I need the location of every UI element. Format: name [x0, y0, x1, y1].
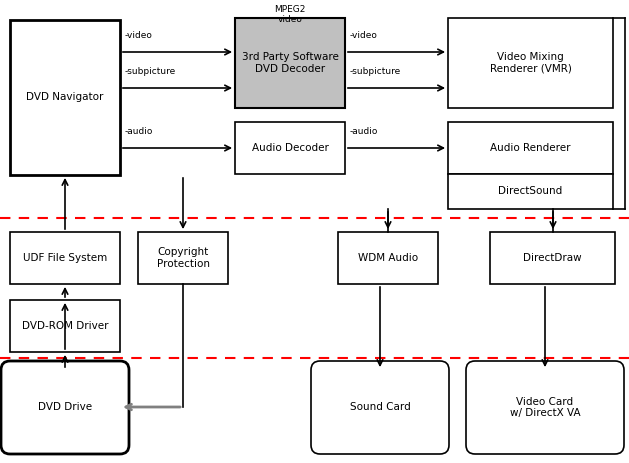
- Text: WDM Audio: WDM Audio: [358, 253, 418, 263]
- Bar: [338, 232, 438, 284]
- Bar: [235, 18, 345, 108]
- Text: -video: -video: [125, 31, 153, 40]
- Text: DVD Drive: DVD Drive: [38, 402, 92, 413]
- Text: DVD-ROM Driver: DVD-ROM Driver: [22, 321, 108, 331]
- Text: 3rd Party Software
DVD Decoder: 3rd Party Software DVD Decoder: [242, 52, 338, 74]
- FancyBboxPatch shape: [466, 361, 624, 454]
- Bar: [235, 122, 345, 174]
- Text: Video Mixing
Renderer (VMR): Video Mixing Renderer (VMR): [489, 52, 571, 74]
- Text: -video: -video: [350, 31, 378, 40]
- Text: Audio Decoder: Audio Decoder: [252, 143, 328, 153]
- Text: -audio: -audio: [125, 127, 153, 136]
- Text: -audio: -audio: [350, 127, 379, 136]
- FancyBboxPatch shape: [311, 361, 449, 454]
- Bar: [448, 18, 613, 108]
- FancyBboxPatch shape: [1, 361, 129, 454]
- Bar: [448, 122, 613, 174]
- Text: Audio Renderer: Audio Renderer: [490, 143, 571, 153]
- Bar: [448, 174, 613, 209]
- Text: DVD Navigator: DVD Navigator: [26, 93, 104, 102]
- Text: -subpicture: -subpicture: [125, 67, 176, 76]
- Text: UDF File System: UDF File System: [23, 253, 107, 263]
- Bar: [138, 232, 228, 284]
- Text: DirectSound: DirectSound: [498, 187, 562, 196]
- Bar: [10, 232, 120, 284]
- Text: Sound Card: Sound Card: [350, 402, 410, 413]
- Text: -subpicture: -subpicture: [350, 67, 401, 76]
- Text: DirectDraw: DirectDraw: [523, 253, 582, 263]
- Text: MPEG2
video: MPEG2 video: [274, 5, 306, 25]
- Bar: [10, 300, 120, 352]
- Bar: [490, 232, 615, 284]
- Text: Video Card
w/ DirectX VA: Video Card w/ DirectX VA: [509, 397, 581, 418]
- Bar: [10, 20, 120, 175]
- Text: Copyright
Protection: Copyright Protection: [157, 247, 209, 269]
